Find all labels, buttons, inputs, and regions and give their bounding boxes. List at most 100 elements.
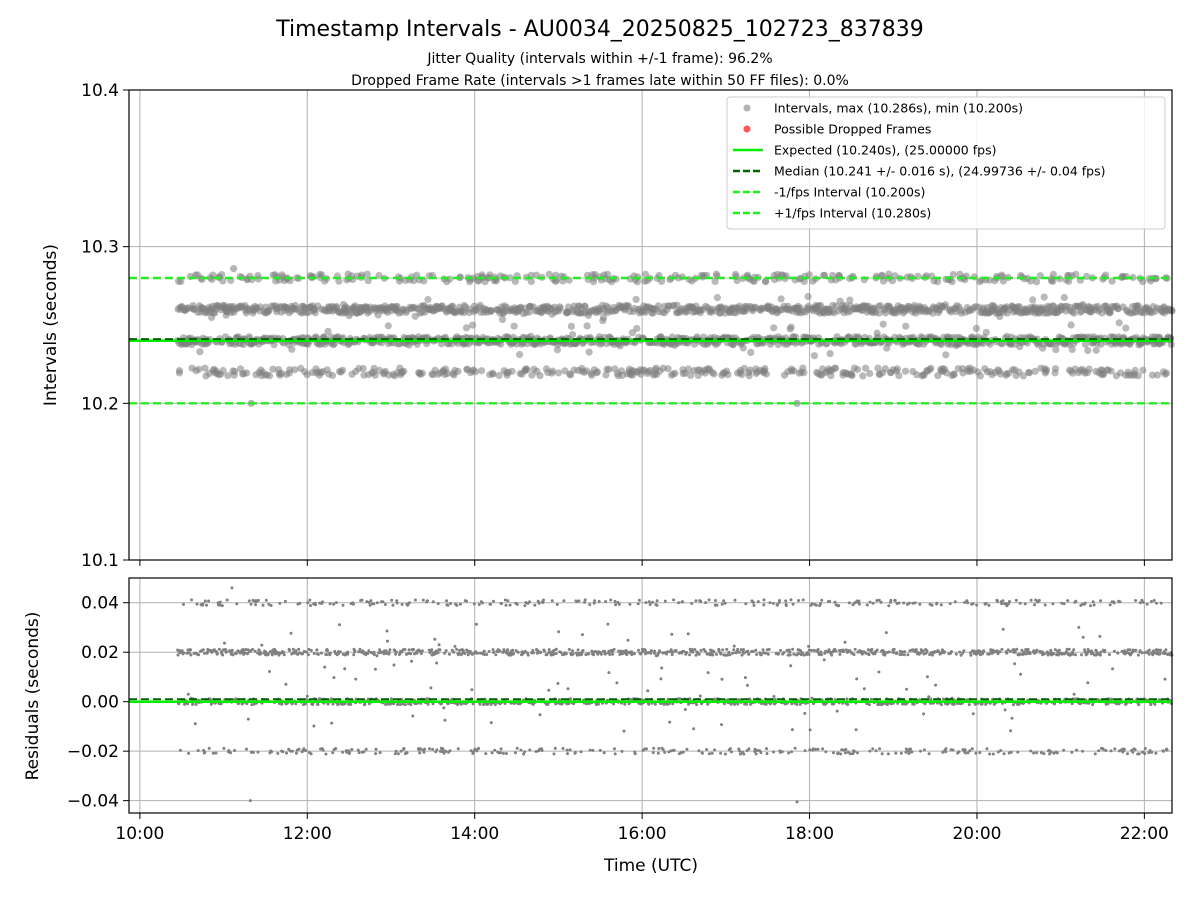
interval-point <box>231 367 239 376</box>
residual-point <box>1016 750 1020 754</box>
residual-point <box>231 653 235 657</box>
legend: Intervals, max (10.286s), min (10.200s)P… <box>726 96 1166 230</box>
residual-point <box>822 658 826 662</box>
residual-point <box>289 631 293 635</box>
residual-point <box>672 598 676 602</box>
residual-point <box>445 599 448 603</box>
residual-point <box>762 603 766 607</box>
residual-point <box>430 648 434 652</box>
residual-point <box>1147 652 1151 656</box>
residual-point <box>383 603 387 606</box>
residual-point <box>674 649 678 653</box>
residual-point <box>1029 749 1033 753</box>
residual-point <box>321 600 325 604</box>
interval-point <box>800 369 808 377</box>
interval-point <box>1027 277 1035 285</box>
residual-point <box>810 696 814 700</box>
residual-point <box>705 748 709 751</box>
interval-point <box>854 365 862 374</box>
residual-point <box>206 650 209 654</box>
residual-point <box>816 648 820 651</box>
residual-point <box>547 688 551 692</box>
residual-point <box>795 703 799 706</box>
residual-point <box>628 602 632 606</box>
residual-point <box>385 629 389 633</box>
residual-point <box>761 648 765 652</box>
residual-point <box>1015 647 1019 651</box>
residual-point <box>352 653 356 657</box>
residual-point <box>663 599 667 603</box>
residual-point <box>793 746 797 750</box>
residual-point <box>930 603 934 607</box>
residual-point <box>437 643 441 647</box>
residual-point <box>903 650 906 654</box>
residual-point <box>707 752 711 756</box>
residual-point <box>912 702 916 706</box>
residual-point <box>323 665 327 669</box>
interval-point <box>593 368 602 376</box>
interval-point <box>219 367 227 375</box>
interval-point <box>1072 270 1080 278</box>
residual-point <box>1140 651 1144 655</box>
residual-point <box>807 652 811 656</box>
residual-point <box>1145 602 1149 606</box>
residual-point <box>312 724 316 728</box>
interval-point <box>949 271 957 279</box>
interval-point <box>762 370 771 378</box>
residual-point <box>420 649 424 653</box>
residual-point <box>672 748 676 752</box>
residual-point <box>682 649 686 653</box>
residual-point <box>649 649 653 653</box>
interval-point <box>804 293 812 301</box>
interval-point <box>523 365 531 374</box>
residual-point <box>309 604 312 607</box>
residuals-panel: 10:00 12:00 14:00 16:00 18:00 20:00 22:00−0.04… <box>67 577 1174 844</box>
residual-point <box>1086 681 1090 685</box>
residual-point <box>622 729 626 733</box>
residual-point <box>508 603 512 607</box>
residual-point <box>688 653 692 657</box>
residual-point <box>489 721 493 725</box>
residual-point <box>403 703 407 707</box>
residual-point <box>412 648 416 651</box>
residual-point <box>706 671 710 675</box>
interval-point <box>489 370 497 378</box>
residual-point <box>369 599 373 603</box>
interval-point <box>632 295 640 303</box>
interval-point <box>265 372 274 380</box>
residual-point <box>713 748 717 752</box>
interval-point <box>658 277 666 285</box>
interval-point <box>527 277 536 286</box>
interval-point <box>941 301 950 309</box>
residual-point <box>954 652 958 656</box>
interval-point <box>1052 346 1060 354</box>
interval-point <box>600 314 608 322</box>
residual-point <box>1111 667 1115 671</box>
residual-point <box>934 683 938 687</box>
residual-point <box>294 751 298 755</box>
residual-point <box>1051 602 1055 606</box>
residual-point <box>308 598 312 602</box>
residual-point <box>418 751 422 755</box>
residual-point <box>1000 602 1004 606</box>
residual-point <box>477 746 481 750</box>
residual-point <box>201 602 205 606</box>
residual-point <box>949 650 953 654</box>
residual-point <box>203 750 207 754</box>
interval-point <box>881 365 889 373</box>
residual-points <box>176 586 1174 804</box>
residual-point <box>939 703 943 707</box>
residual-point <box>526 653 530 657</box>
residual-point <box>235 602 239 606</box>
residual-point <box>562 599 566 603</box>
residual-point <box>547 648 551 652</box>
residual-point <box>1097 749 1101 753</box>
interval-point <box>1097 340 1105 348</box>
residual-point <box>1033 603 1037 607</box>
residual-point <box>283 599 287 603</box>
residual-point <box>392 663 396 667</box>
residual-point <box>867 653 871 657</box>
residual-point <box>893 599 897 602</box>
residual-point <box>195 602 199 606</box>
residual-point <box>328 602 332 606</box>
